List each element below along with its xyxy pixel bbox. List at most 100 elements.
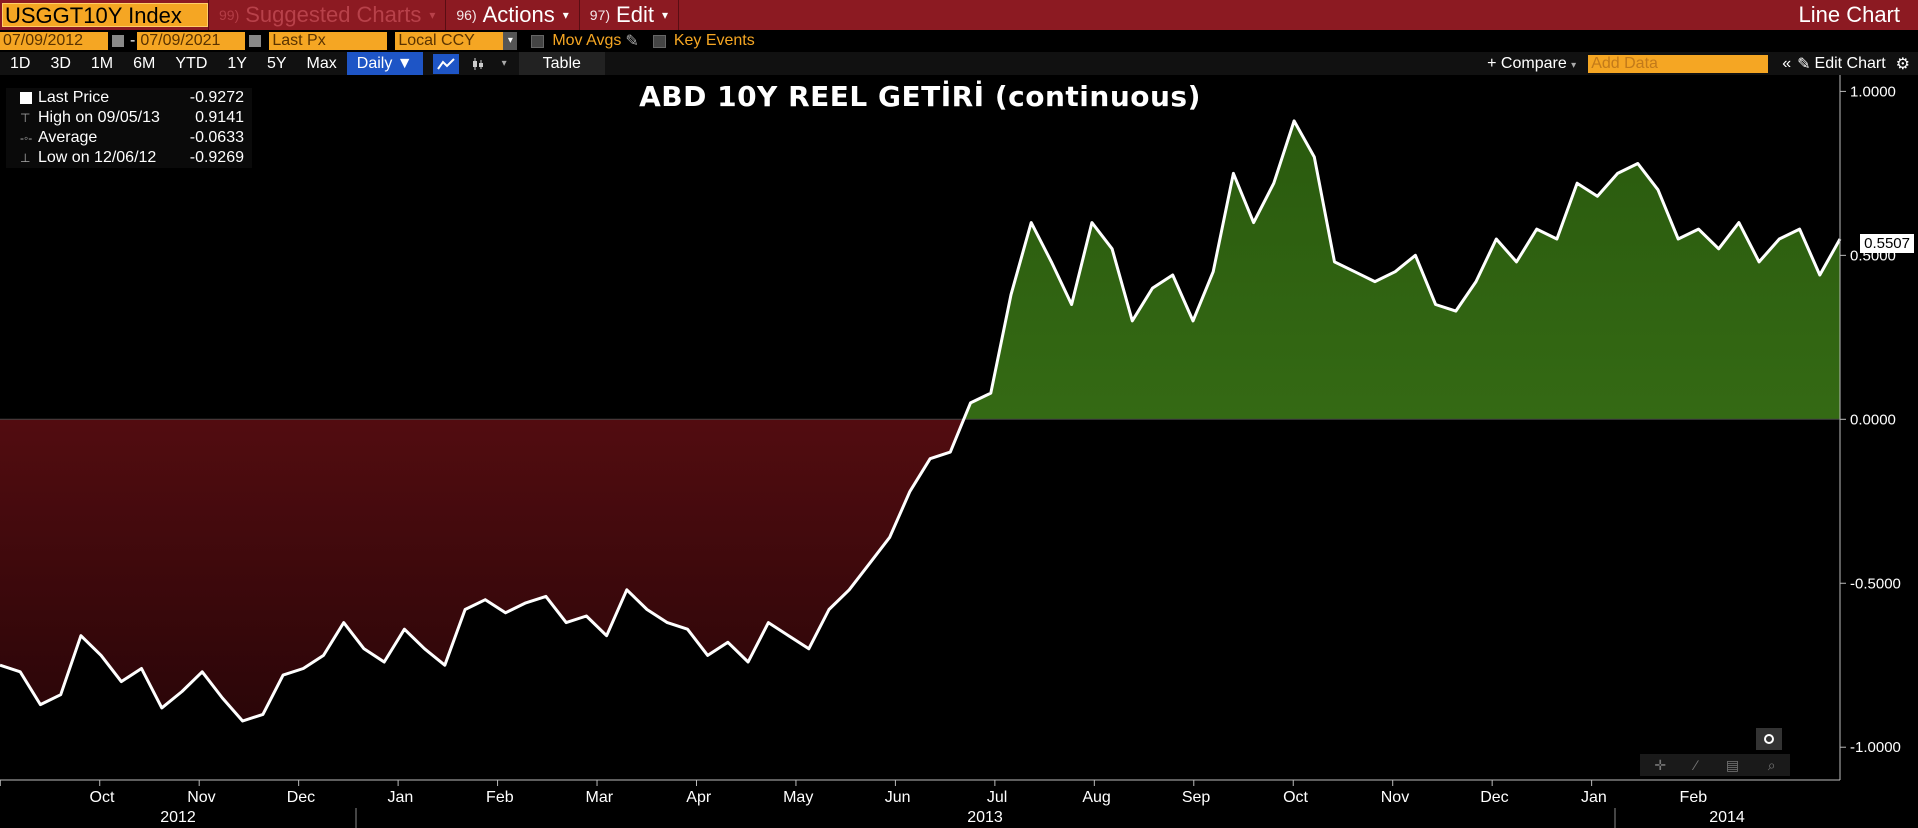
mov-avgs-checkbox[interactable] (531, 34, 545, 48)
calendar-icon[interactable] (249, 35, 262, 47)
chart-type-label: Line Chart (1798, 2, 1900, 27)
edit-label: Edit (616, 2, 654, 27)
date-range-bar: 07/09/2012 - 07/09/2021 Last Px Local CC… (0, 30, 1918, 52)
y-tick-label: -0.5000 (1850, 575, 1901, 592)
legend-last-value: -0.9272 (189, 89, 244, 106)
start-date-input[interactable]: 07/09/2012 (0, 32, 108, 50)
add-data-input[interactable]: Add Data (1588, 54, 1769, 73)
edit-number: 97) (589, 7, 611, 23)
x-tick-label: Aug (1082, 789, 1110, 806)
actions-button[interactable]: 96) Actions ▾ (445, 0, 578, 30)
period-3d[interactable]: 3D (50, 55, 71, 72)
key-events-label: Key Events (673, 32, 755, 49)
chart-title: ABD 10Y REEL GETİRİ (continuous) (639, 80, 1201, 113)
notes-icon[interactable]: ▤ (1725, 756, 1740, 773)
x-year-label: 2014 (1709, 809, 1745, 826)
suggested-charts-button[interactable]: 99) Suggested Charts ▾ (208, 0, 445, 30)
x-tick-label: Jan (387, 789, 413, 806)
x-year-label: 2012 (160, 809, 196, 826)
pencil-icon[interactable]: ✎ (625, 33, 639, 50)
legend-low-value: -0.9269 (189, 149, 244, 166)
date-separator: - (130, 32, 136, 49)
chevron-down-icon: ▾ (661, 8, 668, 22)
white-square-icon (20, 92, 32, 104)
x-tick-label: Dec (1480, 789, 1508, 806)
legend-high-value: 0.9141 (195, 109, 244, 126)
candlestick-icon[interactable] (465, 54, 491, 74)
chevron-down-icon: ▾ (1571, 59, 1577, 71)
calendar-icon[interactable] (112, 35, 124, 47)
chevron-down-icon: ▾ (429, 8, 436, 22)
currency-select[interactable]: Local CCY (395, 32, 504, 50)
actions-label: Actions (482, 2, 555, 27)
legend-avg-row: -◦- Average -0.0633 (6, 128, 252, 148)
circle-icon (1764, 734, 1774, 744)
compare-button[interactable]: + Compare ▾ (1483, 55, 1580, 73)
top-toolbar: USGGT10Y Index 99) Suggested Charts ▾ 96… (0, 0, 1918, 30)
x-tick-label: Jun (885, 789, 911, 806)
x-year-label: 2013 (967, 809, 1003, 826)
edit-chart-button[interactable]: Edit Chart (1814, 54, 1886, 72)
average-marker-icon: -◦- (20, 131, 33, 145)
period-bar: 1D 3D 1M 6M YTD 1Y 5Y Max Daily ▼ ▾ Tabl… (0, 52, 1918, 75)
field-select[interactable]: Last Px (269, 32, 388, 50)
suggested-charts-number: 99) (219, 7, 240, 23)
x-tick-label: Jan (1581, 789, 1607, 806)
collapse-icon[interactable]: « (1782, 54, 1792, 72)
end-date-input[interactable]: 07/09/2021 (137, 32, 246, 50)
low-marker-icon: ⊥ (20, 151, 31, 165)
y-tick-label: 0.0000 (1850, 411, 1896, 428)
period-1m[interactable]: 1M (90, 55, 114, 72)
legend-high-row: ⊤ High on 09/05/13 0.9141 (6, 108, 252, 128)
y-tick-label: 1.0000 (1850, 83, 1896, 100)
frequency-label: Daily (356, 55, 393, 72)
high-marker-icon: ⊤ (20, 111, 31, 125)
chart-tools: ✛ ∕ ▤ ⌕ (1640, 754, 1790, 776)
frequency-select[interactable]: Daily ▼ (346, 52, 423, 75)
legend-low-row: ⊥ Low on 12/06/12 -0.9269 (6, 148, 252, 168)
period-6m[interactable]: 6M (133, 55, 156, 72)
legend-avg-label: Average (38, 129, 98, 146)
chevron-down-icon[interactable]: ▾ (501, 58, 507, 69)
negative-area (0, 419, 964, 721)
price-series-line (0, 119, 1842, 723)
x-tick-label: Feb (486, 789, 514, 806)
snapshot-button[interactable] (1756, 728, 1782, 750)
x-tick-label: Mar (586, 789, 614, 806)
x-tick-label: Oct (90, 789, 115, 806)
compare-label: + Compare (1487, 54, 1567, 72)
draw-icon[interactable]: ∕ (1694, 757, 1698, 773)
zoom-icon[interactable]: ⌕ (1767, 756, 1776, 773)
period-ytd[interactable]: YTD (175, 55, 208, 72)
legend-last-row: Last Price -0.9272 (6, 88, 252, 108)
x-tick-label: Nov (187, 789, 215, 806)
x-tick-label: Apr (686, 789, 712, 806)
x-tick-label: Nov (1381, 789, 1409, 806)
x-tick-label: Jul (987, 789, 1007, 806)
ticker-input[interactable]: USGGT10Y Index (2, 3, 208, 27)
period-5y[interactable]: 5Y (266, 55, 287, 72)
pencil-icon: ✎ (1797, 55, 1811, 73)
edit-button[interactable]: 97) Edit ▾ (578, 0, 679, 30)
right-tools: + Compare ▾ Add Data « ✎ Edit Chart ⚙ (1483, 52, 1918, 75)
period-1d[interactable]: 1D (10, 55, 31, 72)
legend-low-label: Low on 12/06/12 (38, 149, 157, 166)
chevron-down-icon[interactable]: ▾ (503, 32, 518, 50)
mov-avgs-label: Mov Avgs (552, 32, 622, 49)
line-chart-icon[interactable] (432, 53, 459, 74)
key-events-checkbox[interactable] (652, 34, 666, 48)
period-max[interactable]: Max (306, 55, 337, 72)
gear-icon[interactable]: ⚙ (1895, 55, 1910, 73)
actions-number: 96) (456, 7, 477, 23)
x-tick-label: Feb (1680, 789, 1708, 806)
legend-avg-value: -0.0633 (189, 129, 244, 146)
last-price-tag: 0.5507 (1860, 234, 1914, 253)
period-1y[interactable]: 1Y (227, 55, 247, 72)
x-tick-label: Sep (1182, 789, 1211, 806)
positive-area (0, 120, 1840, 420)
table-button[interactable]: Table (518, 52, 605, 75)
crosshair-icon[interactable]: ✛ (1654, 756, 1667, 773)
suggested-charts-label: Suggested Charts (245, 2, 422, 27)
y-tick-label: -1.0000 (1850, 739, 1901, 756)
